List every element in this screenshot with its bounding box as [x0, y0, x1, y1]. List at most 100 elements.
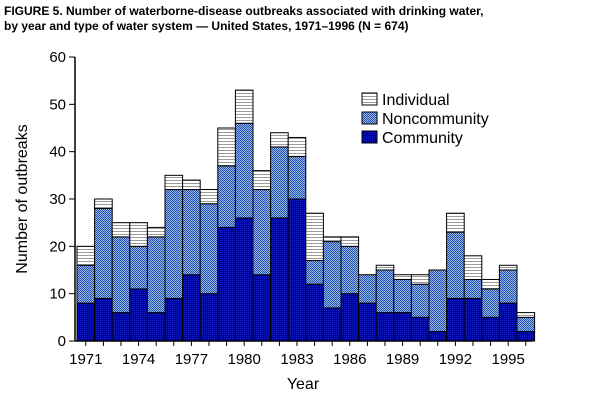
bar-community-1972	[94, 297, 113, 342]
bar-individual-1996	[516, 312, 536, 318]
bar-individual-1971	[76, 245, 96, 266]
y-tick-label: 30	[49, 191, 66, 208]
bar-individual-1983	[287, 136, 307, 157]
bar-community-1985	[322, 307, 342, 342]
x-tick-label: 1992	[439, 351, 472, 368]
bar-community-1996	[516, 331, 536, 342]
bar-noncommunity-1973	[111, 236, 131, 314]
x-tick-label: 1983	[280, 351, 313, 368]
bar-community-1993	[463, 297, 483, 342]
bar-community-1988	[375, 312, 395, 342]
bar-community-1989	[393, 312, 412, 342]
x-tick-label: 1977	[175, 351, 208, 368]
bar-individual-1994	[481, 278, 500, 290]
legend-swatch-noncommunity	[361, 111, 378, 125]
bar-individual-1980	[234, 89, 254, 124]
legend-swatch-community	[361, 130, 378, 144]
bar-noncommunity-1983	[287, 155, 307, 200]
bar-noncommunity-1971	[76, 264, 96, 304]
bar-noncommunity-1981	[252, 189, 272, 276]
bar-community-1973	[111, 312, 131, 342]
bar-noncommunity-1984	[305, 260, 324, 285]
bar-community-1979	[217, 226, 236, 342]
bar-individual-1986	[340, 236, 360, 247]
bar-individual-1993	[463, 255, 483, 280]
bar-community-1976	[164, 297, 184, 342]
bar-noncommunity-1976	[164, 189, 184, 299]
bar-noncommunity-1977	[182, 189, 201, 276]
legend-label-noncommunity: Noncommunity	[382, 111, 489, 128]
bar-noncommunity-1996	[516, 316, 536, 333]
y-tick-label: 50	[49, 96, 66, 113]
x-tick-label: 1995	[492, 351, 525, 368]
bar-noncommunity-1990	[410, 283, 430, 318]
y-axis-title: Number of outbreaks	[14, 124, 31, 273]
bar-individual-1979	[217, 127, 236, 167]
bar-community-1977	[182, 274, 201, 342]
bar-noncommunity-1993	[463, 278, 483, 299]
chart-title-line-2: by year and type of water system — Unite…	[4, 19, 409, 33]
bar-community-1971	[76, 302, 96, 342]
bar-noncommunity-1994	[481, 288, 500, 318]
bar-individual-1978	[199, 189, 219, 205]
bar-noncommunity-1980	[234, 122, 254, 219]
chart-title-line-1: FIGURE 5. Number of waterborne-disease o…	[4, 4, 484, 18]
bar-individual-1981	[252, 170, 272, 191]
legend-label-community: Community	[382, 130, 463, 147]
y-tick-label: 60	[49, 49, 66, 66]
bar-individual-1973	[111, 222, 131, 238]
bar-noncommunity-1995	[498, 269, 518, 304]
bar-individual-1977	[182, 179, 201, 191]
x-tick-label: 1986	[333, 351, 366, 368]
bar-individual-1985	[322, 236, 342, 243]
y-tick-label: 0	[58, 333, 66, 350]
bar-noncommunity-1991	[428, 269, 448, 333]
bar-community-1974	[129, 288, 148, 342]
y-tick-label: 40	[49, 144, 66, 161]
bar-noncommunity-1992	[446, 231, 465, 299]
x-axis: 1971 1974 1977 1980 1983 1986 1989 1992 1995	[69, 341, 527, 368]
bar-individual-1989	[393, 274, 412, 280]
bar-noncommunity-1972	[94, 207, 113, 299]
bar-community-1994	[481, 316, 500, 342]
bar-community-1978	[199, 293, 219, 342]
legend: Individual Noncommunity Community	[361, 92, 489, 147]
bar-individual-1972	[94, 198, 113, 209]
bar-community-1983	[287, 198, 307, 342]
bar-noncommunity-1979	[217, 165, 236, 228]
x-tick-label: 1971	[69, 351, 102, 368]
bar-community-1992	[446, 297, 465, 342]
x-tick-label: 1980	[228, 351, 261, 368]
bar-noncommunity-1974	[129, 245, 148, 290]
bar-noncommunity-1987	[358, 274, 377, 304]
y-tick-label: 20	[49, 238, 66, 255]
bars-layer	[76, 89, 536, 342]
bar-community-1980	[234, 217, 254, 342]
legend-swatch-individual	[361, 92, 378, 106]
bar-noncommunity-1982	[270, 146, 289, 219]
y-tick-label: 10	[49, 286, 66, 303]
legend-label-individual: Individual	[382, 92, 450, 109]
y-axis: 0 10 20 30 40 50 60	[49, 49, 75, 350]
bar-community-1981	[252, 274, 272, 342]
bar-noncommunity-1989	[393, 278, 412, 314]
bar-noncommunity-1988	[375, 269, 395, 314]
bar-community-1982	[270, 217, 289, 342]
bar-community-1987	[358, 302, 377, 342]
x-tick-label: 1974	[122, 351, 155, 368]
bar-individual-1988	[375, 264, 395, 271]
bar-community-1986	[340, 293, 360, 342]
bar-community-1995	[498, 302, 518, 342]
x-tick-label: 1989	[386, 351, 419, 368]
bar-individual-1984	[305, 212, 324, 262]
bar-individual-1976	[164, 174, 184, 191]
bar-individual-1975	[146, 226, 166, 238]
bar-noncommunity-1985	[322, 241, 342, 309]
bar-community-1991	[428, 331, 448, 342]
bar-individual-1992	[446, 212, 465, 233]
bar-individual-1990	[410, 274, 430, 285]
bar-noncommunity-1975	[146, 236, 166, 314]
chart-title: FIGURE 5. Number of waterborne-disease o…	[4, 4, 590, 34]
bar-individual-1995	[498, 264, 518, 271]
